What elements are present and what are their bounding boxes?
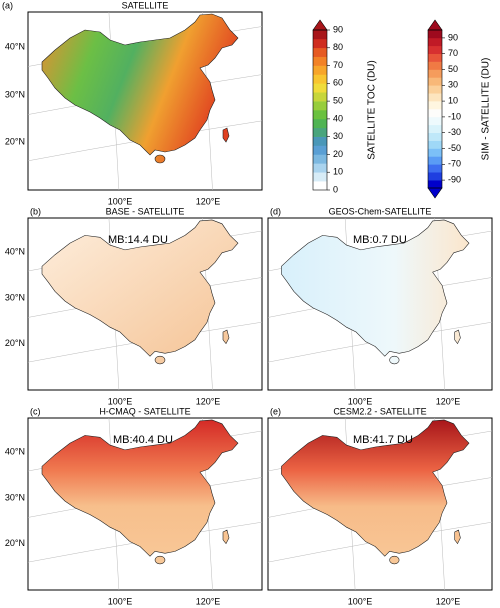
- colorbar-band: [313, 38, 327, 49]
- lat-label: 40°N: [5, 446, 25, 456]
- colorbar-tick-label: 10: [333, 167, 343, 177]
- colorbar-band: [428, 85, 442, 94]
- panel-letter: (b): [30, 206, 41, 216]
- lon-label: 100°E: [348, 596, 373, 606]
- colorbar-tick-label: 40: [333, 113, 343, 123]
- panel-title: SATELLITE: [122, 0, 169, 10]
- panel-letter: (c): [30, 406, 41, 416]
- colorbar-frame: [312, 29, 328, 191]
- colorbar-band: [428, 156, 442, 165]
- lon-label: 100°E: [108, 596, 133, 606]
- colorbar-band: [428, 148, 442, 157]
- colorbar-band: [428, 53, 442, 62]
- colorbar-band: [428, 77, 442, 86]
- panel-title: H-CMAQ - SATELLITE: [99, 406, 190, 416]
- colorbar-band: [313, 163, 327, 173]
- lon-label: 100°E: [108, 196, 133, 206]
- colorbar-band: [428, 124, 442, 133]
- colorbar-tick-label: 60: [333, 78, 343, 88]
- lat-label: 20°N: [5, 136, 25, 146]
- colorbar-band: [428, 172, 442, 181]
- colorbar-label: SIM - SATELLITE (DU): [481, 58, 492, 161]
- mb-annotation: MB:0.7 DU: [353, 234, 407, 246]
- mb-annotation: MB:41.7 DU: [353, 434, 413, 446]
- colorbar-band: [428, 93, 442, 102]
- colorbar-tick-label: -30: [448, 127, 461, 137]
- colorbar-tick-label: 30: [333, 131, 343, 141]
- colorbar-tick-label: -70: [448, 159, 461, 169]
- colorbar-band: [313, 110, 327, 120]
- colorbar-extend: [427, 187, 443, 199]
- colorbar-band: [313, 127, 327, 137]
- colorbar-band: [428, 45, 442, 54]
- lat-label: 40°N: [5, 41, 25, 51]
- colorbar-tick-label: 20: [333, 149, 343, 159]
- colorbar-tick-label: 70: [333, 60, 343, 70]
- colorbar-frame: [427, 29, 443, 189]
- lon-label: 120°E: [436, 396, 461, 406]
- colorbar-band: [428, 180, 442, 189]
- mb-annotation: MB:40.4 DU: [113, 434, 173, 446]
- colorbar-label: SATELLITE TOC (DU): [367, 60, 378, 159]
- lon-label: 120°E: [196, 196, 221, 206]
- colorbar-band: [313, 118, 327, 129]
- colorbar-band: [313, 92, 327, 102]
- lat-label: 30°N: [5, 493, 25, 503]
- colorbar-band: [428, 101, 442, 110]
- colorbar-band: [428, 109, 442, 118]
- colorbar-band: [313, 181, 327, 191]
- colorbar-tick-label: 80: [333, 42, 343, 52]
- colorbar-tick-label: 50: [448, 64, 458, 74]
- colorbar-tick-label: 50: [333, 95, 343, 105]
- panel-title: BASE - SATELLITE: [106, 206, 185, 216]
- colorbar-tick-label: -10: [448, 111, 461, 121]
- panel-title: GEOS-Chem-SATELLITE: [329, 206, 432, 216]
- lon-label: 120°E: [196, 596, 221, 606]
- lon-label: 120°E: [436, 596, 461, 606]
- lon-label: 100°E: [108, 396, 133, 406]
- colorbar-band: [428, 61, 442, 70]
- panel-letter: (e): [270, 406, 281, 416]
- colorbar-tick-label: 70: [448, 48, 458, 58]
- panel-letter: (a): [2, 0, 13, 10]
- colorbar-band: [428, 164, 442, 173]
- panel-letter: (d): [270, 206, 281, 216]
- colorbar-band: [313, 101, 327, 111]
- lat-label: 20°N: [5, 338, 25, 348]
- colorbar-tick-label: 0: [333, 184, 338, 194]
- colorbar-band: [313, 136, 327, 146]
- colorbar-extend: [312, 19, 328, 31]
- lat-label: 20°N: [5, 538, 25, 548]
- colorbar-tick-label: -50: [448, 143, 461, 153]
- colorbar-tick-label: 90: [333, 24, 343, 34]
- colorbar-band: [313, 47, 327, 57]
- colorbar-band: [313, 172, 327, 182]
- colorbar-band: [428, 140, 442, 149]
- colorbar-band: [313, 154, 327, 164]
- colorbar-tick-label: -90: [448, 174, 461, 184]
- colorbar-band: [428, 69, 442, 78]
- colorbar-band: [428, 116, 442, 126]
- lon-label: 120°E: [196, 396, 221, 406]
- colorbar-band: [313, 83, 327, 93]
- colorbar-band: [313, 56, 327, 66]
- lat-label: 30°N: [5, 89, 25, 99]
- panel-title: CESM2.2 - SATELLITE: [333, 406, 426, 416]
- colorbar-tick-label: 30: [448, 80, 458, 90]
- lat-label: 30°N: [5, 293, 25, 303]
- colorbar-band: [428, 132, 442, 141]
- lat-label: 40°N: [5, 246, 25, 256]
- lon-label: 100°E: [348, 396, 373, 406]
- colorbar-band: [313, 30, 327, 40]
- colorbar-extend: [427, 19, 443, 31]
- colorbar-band: [428, 37, 442, 47]
- colorbar-band: [313, 145, 327, 155]
- colorbar-band: [313, 74, 327, 84]
- colorbar-band: [313, 65, 327, 75]
- mb-annotation: MB:14.4 DU: [108, 234, 168, 246]
- colorbar-tick-label: 10: [448, 95, 458, 105]
- colorbar-band: [428, 30, 442, 39]
- colorbar-tick-label: 90: [448, 32, 458, 42]
